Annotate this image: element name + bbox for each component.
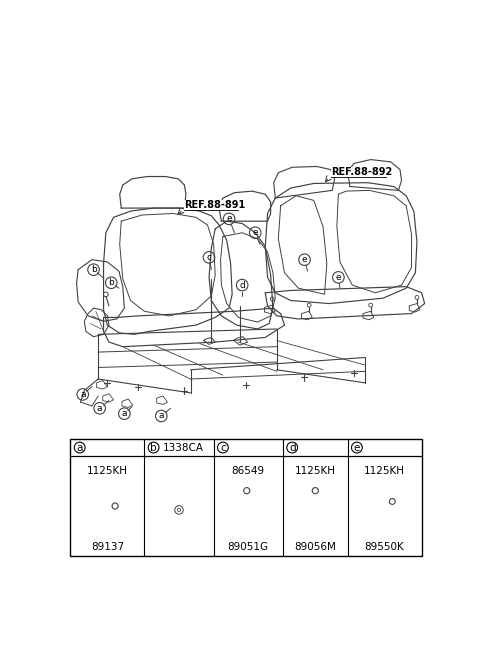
Text: 89137: 89137 xyxy=(91,542,124,552)
Text: e: e xyxy=(354,443,360,453)
Text: b: b xyxy=(150,443,157,453)
Text: c: c xyxy=(220,443,226,453)
Text: a: a xyxy=(76,443,83,453)
Text: e: e xyxy=(226,215,232,223)
Text: a: a xyxy=(80,390,85,399)
Text: a: a xyxy=(97,404,102,413)
Text: a: a xyxy=(158,411,164,420)
Bar xyxy=(71,439,421,556)
Text: e: e xyxy=(336,273,341,282)
Text: a: a xyxy=(121,409,127,418)
Text: 89550K: 89550K xyxy=(365,542,405,552)
Bar xyxy=(69,435,423,560)
Text: c: c xyxy=(206,253,212,262)
Circle shape xyxy=(104,292,108,297)
Text: 1338CA: 1338CA xyxy=(163,443,204,453)
Text: d: d xyxy=(239,281,245,289)
Text: e: e xyxy=(252,228,258,237)
Text: 89051G: 89051G xyxy=(228,542,269,552)
Text: b: b xyxy=(91,265,96,274)
Text: 1125KH: 1125KH xyxy=(364,466,405,476)
Text: 1125KH: 1125KH xyxy=(295,466,336,476)
Text: e: e xyxy=(302,255,307,264)
Text: b: b xyxy=(108,278,114,287)
Text: REF.88-892: REF.88-892 xyxy=(331,167,392,177)
Text: d: d xyxy=(289,443,296,453)
Text: 89056M: 89056M xyxy=(294,542,336,552)
Text: 1125KH: 1125KH xyxy=(87,466,128,476)
Text: REF.88-891: REF.88-891 xyxy=(184,200,246,210)
Text: 86549: 86549 xyxy=(232,466,265,476)
